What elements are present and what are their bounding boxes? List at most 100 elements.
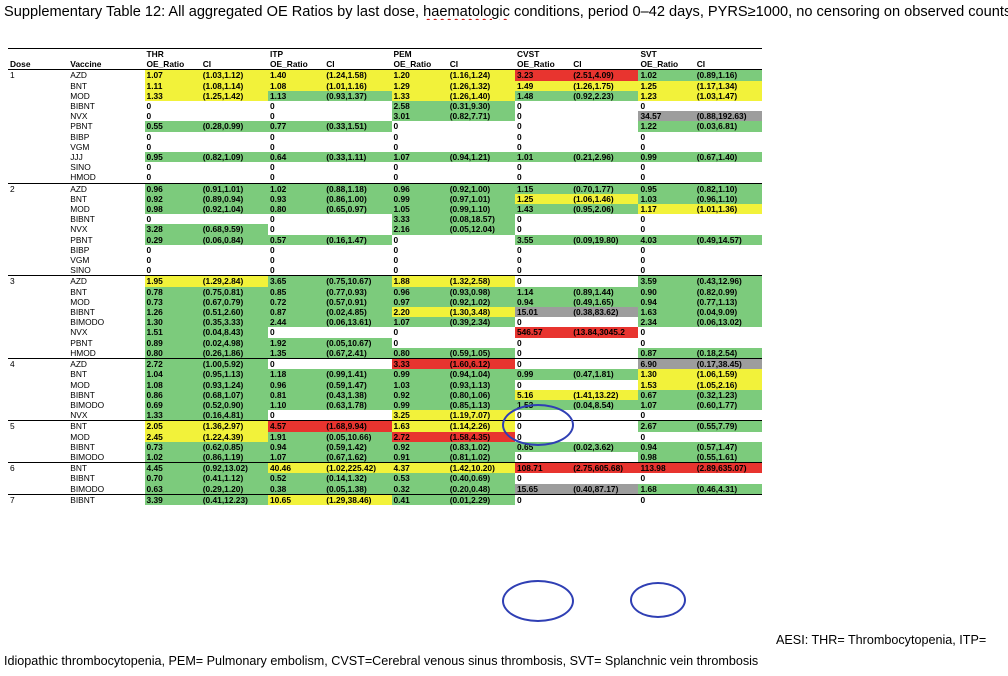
thr-ci-header: CI [200, 59, 269, 71]
thr-oe-ratio-cell: 0.69 [144, 399, 201, 411]
svt-ci-cell [695, 224, 762, 234]
cvst-oe-ratio-cell: 0 [516, 214, 522, 225]
pem-oe-ratio-cell: 0 [393, 255, 399, 266]
cvst-ci-cell: (0.09,19.80) [571, 234, 639, 245]
itp-ci-cell: (0.05,1.38) [324, 483, 392, 495]
vaccine-header: Vaccine [68, 59, 145, 71]
cvst-oe-ratio-cell: 15.01 [514, 307, 572, 318]
svt-ci-cell: (0.46,4.31) [694, 483, 762, 495]
highlight-circle-svt-dose6-bnt [630, 582, 686, 618]
dose-cell [8, 152, 68, 162]
thr-oe-ratio-cell: 0.73 [144, 441, 201, 452]
svt-ci-cell: (1.17,1.34) [694, 80, 762, 91]
pem-ci-cell: (0.93,0.98) [447, 286, 515, 297]
dose-cell [8, 245, 68, 255]
itp-oe-ratio-cell: 0.80 [268, 204, 325, 215]
itp-oe-ratio-cell: 0 [270, 172, 275, 183]
svt-ci-cell: (1.03,1.47) [694, 90, 762, 102]
dose-cell: 3 [8, 275, 69, 287]
pem-ci-cell: (0.59,1.05) [447, 347, 515, 359]
thr-oe-ratio-cell: 0 [146, 101, 152, 112]
pem-oe-ratio-cell: 2.20 [391, 307, 448, 318]
vaccine-cell: NVX [70, 224, 88, 235]
itp-oe-ratio-cell: 0.72 [268, 296, 325, 308]
svt-oe-ratio-cell: 1.63 [638, 307, 695, 318]
itp-ci-cell [324, 101, 391, 111]
cvst-oe-ratio-cell: 0.65 [514, 441, 572, 452]
pem-oe-ratio-cell: 3.33 [391, 358, 448, 370]
dose-cell: 5 [8, 420, 69, 432]
itp-oe-ratio-cell: 1.07 [268, 451, 325, 463]
svt-ci-cell [695, 101, 762, 111]
cvst-oe-ratio-cell: 0 [516, 451, 522, 462]
cvst-ci-cell [571, 348, 638, 359]
itp-ci-cell: (0.43,1.38) [324, 389, 392, 400]
svt-ci-cell [695, 473, 762, 483]
dose-cell [8, 307, 68, 317]
thr-ci-cell: (0.68,1.07) [200, 389, 269, 400]
cvst-oe-ratio-cell: 108.71 [514, 462, 572, 474]
dose-cell [8, 235, 68, 245]
thr-ci-cell: (0.93,1.24) [200, 379, 269, 390]
svt-ci-cell [695, 338, 762, 348]
itp-oe-ratio-cell: 0.93 [268, 193, 325, 205]
thr-ci-cell: (0.04,8.43) [200, 327, 269, 338]
itp-ci-cell: (0.67,1.62) [324, 451, 392, 463]
pem-ci-cell: (0.99,1.10) [447, 204, 515, 215]
thr-ci-cell [201, 255, 268, 265]
cvst-oe-ratio-cell: 0 [516, 131, 522, 142]
cvst-ci-header: CI [571, 59, 639, 71]
cvst-oe-ratio-cell: 1.01 [514, 152, 572, 163]
pem-oe-ratio-cell: 0 [393, 162, 399, 173]
table-row: HMOD 0 0 0 0 0 [8, 172, 762, 183]
svt-oe-ratio-cell: 1.02 [638, 69, 695, 81]
highlight-circle-cvst-dose6-bnt [502, 580, 574, 622]
itp-oe-ratio-cell: 0 [270, 327, 275, 338]
svt-ci-cell: (1.01,1.36) [694, 204, 762, 215]
thr-oe-ratio-cell: 3.39 [144, 493, 201, 505]
svt-oe-ratio-cell: 0 [640, 473, 646, 484]
itp-ci-cell: (0.99,1.41) [324, 369, 392, 380]
itp-ci-cell [324, 132, 391, 142]
pem-oe-ratio-cell: 0.99 [391, 399, 448, 411]
pem-ci-cell: (1.26,1.40) [447, 90, 515, 102]
cvst-ci-cell [571, 121, 638, 131]
svt-ci-cell: (0.77,1.13) [694, 296, 762, 308]
svt-oe-ratio-cell: 0.94 [638, 296, 695, 308]
itp-ci-cell: (0.75,10.67) [324, 275, 392, 287]
itp-ci-cell [324, 162, 391, 172]
table-row: JJJ 0.95 (0.82,1.09) 0.64 (0.33,1.11) 1.07 (0.… [8, 152, 762, 163]
itp-ci-cell: (0.14,1.32) [324, 473, 392, 484]
pem-ci-cell: (1.42,10.20) [447, 462, 515, 474]
thr-oe-ratio-cell: 1.02 [144, 451, 201, 463]
vaccine-cell: BIBNT [70, 389, 95, 400]
pem-ci-cell [448, 142, 515, 152]
pem-oe-ratio-cell: 0 [393, 337, 399, 348]
thr-ci-cell [201, 101, 268, 111]
thr-ci-cell: (1.08,1.14) [200, 80, 269, 91]
itp-ci-cell: (0.02,4.85) [324, 307, 392, 318]
svt-ci-cell [695, 432, 762, 442]
svt-oe-ratio-cell: 2.67 [638, 420, 695, 432]
svt-oe-ratio-cell: 0 [640, 410, 646, 421]
cvst-oe-ratio-cell: 0 [516, 347, 522, 358]
dose-cell: 2 [8, 182, 69, 194]
itp-ci-cell: (0.05,10.67) [324, 337, 392, 348]
svt-oe-ratio-cell: 0 [640, 265, 646, 276]
itp-oe-ratio-cell: 0 [270, 111, 275, 122]
thr-oe-ratio-cell: 0.86 [144, 389, 201, 400]
vaccine-cell: MOD [70, 431, 90, 442]
dose-cell [8, 132, 68, 142]
table-row: 6 BNT 4.45 (0.92,13.02) 40.46 (1.02,225.42) 4.… [8, 462, 762, 474]
svt-ci-cell [695, 410, 762, 421]
table-row: BIMODO 1.30 (0.35,3.33) 2.44 (0.06,13.61) 1.0… [8, 317, 762, 328]
thr-oe-ratio-cell: 0.73 [144, 296, 201, 308]
cvst-ci-cell: (0.47,1.81) [571, 369, 639, 380]
thr-ci-cell: (0.86,1.19) [200, 451, 269, 463]
dose-cell [8, 432, 68, 442]
itp-ci-cell [324, 265, 391, 276]
pem-ci-cell [448, 245, 515, 255]
table-row: BIBNT 0 0 2.58 (0.31,9.30) 0 0 [8, 101, 762, 112]
cvst-ci-cell: (0.92,2.23) [571, 90, 639, 102]
thr-ci-cell [201, 111, 268, 121]
